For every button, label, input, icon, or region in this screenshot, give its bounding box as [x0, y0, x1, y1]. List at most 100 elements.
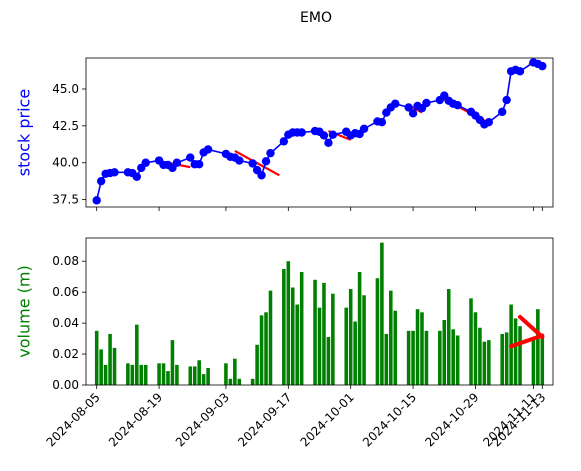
volume-bar — [299, 272, 304, 385]
volume-bar — [192, 366, 197, 385]
price-y-ticks: 37.5 40.0 42.5 45.0 — [52, 82, 86, 207]
volume-y-tick-label: 0.04 — [52, 316, 79, 330]
price-point — [404, 103, 413, 112]
volume-x-tick-label: 2024-10-29 — [422, 390, 481, 449]
price-point — [266, 148, 275, 158]
volume-x-ticks: 2024-08-05 2024-08-19 2024-09-03 2024-09-17… — [44, 385, 548, 449]
price-point — [248, 159, 257, 168]
volume-bar — [424, 330, 429, 385]
volume-x-tick-label: 2024-10-15 — [360, 390, 419, 449]
price-point — [319, 131, 329, 140]
volume-x-tick-label: 2024-08-05 — [44, 390, 103, 449]
volume-x-tick-label: 2024-11-13 — [489, 390, 548, 449]
volume-bars — [94, 242, 545, 385]
price-point — [538, 61, 547, 71]
price-y-tick-label: 37.5 — [52, 193, 79, 207]
price-point — [359, 124, 369, 134]
volume-bar — [290, 287, 295, 385]
volume-y-tick-label: 0.08 — [52, 254, 79, 268]
volume-bar — [451, 329, 455, 385]
price-point — [141, 158, 150, 167]
volume-bar — [157, 363, 161, 385]
price-x-ticks — [96, 207, 543, 211]
volume-bar — [478, 327, 482, 385]
volume-y-tick-label: 0.06 — [52, 285, 79, 299]
volume-bar — [536, 309, 540, 385]
volume-bar — [143, 364, 148, 385]
volume-x-tick-label: 2024-09-17 — [235, 390, 294, 449]
price-point — [484, 117, 494, 127]
volume-bar — [108, 333, 112, 385]
volume-bar — [438, 330, 442, 385]
price-point — [515, 67, 525, 76]
volume-bar — [130, 364, 135, 385]
price-point — [96, 176, 106, 186]
volume-bar — [487, 340, 491, 385]
price-y-axis-label: stock price — [15, 89, 34, 176]
volume-trend-lines — [509, 314, 545, 349]
price-point — [297, 128, 306, 137]
volume-bar — [362, 295, 366, 385]
price-point — [408, 109, 418, 118]
volume-bar — [518, 326, 522, 385]
volume-bar — [228, 378, 233, 385]
volume-bar — [331, 293, 335, 385]
volume-bar — [384, 333, 389, 385]
volume-x-tick-label: 2024-09-03 — [173, 390, 232, 449]
volume-bar — [322, 282, 326, 385]
volume-bar — [348, 289, 353, 385]
volume-bar — [268, 290, 273, 385]
volume-bar — [357, 272, 362, 385]
volume-bar — [250, 378, 255, 385]
volume-bar — [224, 363, 228, 385]
volume-bar — [415, 309, 420, 385]
chart-title: EMO — [300, 10, 332, 26]
price-point — [261, 157, 271, 166]
volume-bar — [353, 321, 357, 385]
volume-bar — [188, 366, 193, 385]
volume-bar — [513, 318, 518, 385]
price-point — [453, 101, 462, 110]
volume-bar — [482, 341, 487, 385]
volume-bar — [393, 310, 398, 385]
volume-bar — [286, 261, 291, 385]
volume-bar — [380, 242, 384, 385]
volume-bar — [469, 298, 473, 385]
price-point — [422, 98, 431, 108]
price-point — [257, 171, 266, 180]
volume-bar — [99, 349, 103, 385]
volume-bar — [255, 344, 259, 385]
volume-trend-segment — [509, 333, 545, 349]
volume-bar — [446, 289, 451, 385]
volume-bar — [442, 320, 447, 385]
price-point — [377, 117, 387, 127]
volume-bar — [504, 332, 509, 385]
volume-bar — [233, 358, 237, 385]
volume-bar — [411, 330, 415, 385]
volume-bar — [103, 364, 108, 385]
volume-bar — [282, 268, 286, 385]
price-point — [110, 168, 119, 177]
price-y-tick-label: 42.5 — [52, 119, 79, 133]
volume-bar — [295, 304, 300, 385]
volume-bar — [344, 307, 349, 385]
volume-y-tick-label: 0.00 — [52, 378, 79, 392]
volume-bar — [112, 347, 117, 385]
volume-axes-frame — [85, 237, 554, 386]
volume-x-tick-label: 2024-10-01 — [298, 390, 357, 449]
volume-bar — [237, 378, 242, 385]
volume-bar — [206, 367, 210, 385]
price-y-tick-label: 40.0 — [52, 156, 79, 170]
price-y-tick-label: 45.0 — [52, 82, 79, 96]
volume-bar — [455, 335, 460, 385]
price-trend-segment — [234, 149, 280, 177]
volume-bar — [317, 307, 322, 385]
price-point — [279, 137, 289, 146]
volume-bar — [473, 312, 478, 385]
volume-x-tick-label: 2024-08-19 — [106, 390, 165, 449]
price-point — [324, 138, 333, 148]
volume-bar — [313, 279, 317, 385]
price-point — [203, 145, 213, 154]
volume-y-ticks: 0.00 0.02 0.04 0.06 0.08 — [52, 254, 86, 392]
